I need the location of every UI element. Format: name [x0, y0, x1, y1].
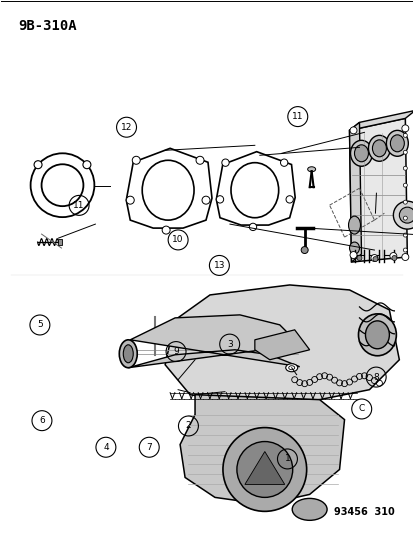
- Text: 6: 6: [39, 416, 45, 425]
- Polygon shape: [349, 110, 413, 131]
- Ellipse shape: [372, 140, 385, 157]
- Circle shape: [402, 216, 406, 220]
- Circle shape: [356, 255, 361, 261]
- Polygon shape: [349, 118, 406, 262]
- Ellipse shape: [349, 242, 358, 254]
- Circle shape: [402, 166, 406, 170]
- Circle shape: [402, 150, 406, 154]
- Ellipse shape: [307, 167, 315, 172]
- Circle shape: [300, 247, 307, 254]
- Ellipse shape: [285, 364, 297, 372]
- Circle shape: [196, 156, 204, 164]
- Circle shape: [236, 441, 292, 497]
- Circle shape: [401, 254, 408, 261]
- Ellipse shape: [365, 321, 389, 349]
- Text: 9: 9: [173, 347, 178, 356]
- Circle shape: [223, 427, 306, 511]
- Circle shape: [221, 159, 229, 166]
- Polygon shape: [180, 394, 344, 504]
- Text: 1: 1: [284, 455, 290, 463]
- Circle shape: [34, 161, 42, 168]
- Circle shape: [162, 226, 170, 234]
- Text: 4: 4: [103, 443, 109, 452]
- Text: 5: 5: [37, 320, 43, 329]
- Circle shape: [392, 201, 413, 229]
- Text: 9B-310A: 9B-310A: [19, 19, 77, 33]
- Circle shape: [126, 196, 134, 204]
- Polygon shape: [244, 451, 284, 484]
- Ellipse shape: [368, 135, 389, 161]
- Ellipse shape: [350, 140, 372, 166]
- Ellipse shape: [119, 340, 137, 368]
- Polygon shape: [254, 330, 309, 360]
- Circle shape: [402, 200, 406, 204]
- Ellipse shape: [292, 498, 326, 520]
- Circle shape: [285, 196, 293, 203]
- Text: 11: 11: [291, 112, 303, 121]
- Circle shape: [389, 253, 396, 260]
- Ellipse shape: [385, 131, 407, 156]
- Polygon shape: [128, 315, 299, 368]
- Ellipse shape: [354, 145, 368, 162]
- Circle shape: [202, 196, 209, 204]
- Text: 8: 8: [373, 373, 378, 382]
- Ellipse shape: [123, 345, 133, 363]
- Circle shape: [402, 183, 406, 187]
- Ellipse shape: [348, 216, 360, 234]
- Text: 11: 11: [73, 201, 85, 210]
- Circle shape: [399, 207, 413, 223]
- Polygon shape: [349, 123, 361, 262]
- Polygon shape: [165, 285, 399, 405]
- Ellipse shape: [389, 135, 404, 152]
- Circle shape: [401, 125, 408, 132]
- Circle shape: [391, 255, 396, 261]
- Circle shape: [402, 248, 406, 252]
- Text: 93456  310: 93456 310: [333, 507, 394, 518]
- Circle shape: [83, 161, 91, 168]
- Circle shape: [280, 159, 287, 166]
- Text: 3: 3: [226, 340, 232, 349]
- Circle shape: [370, 255, 377, 262]
- Circle shape: [402, 133, 406, 138]
- Circle shape: [132, 156, 140, 164]
- Text: 13: 13: [213, 261, 225, 270]
- Circle shape: [349, 252, 356, 259]
- Ellipse shape: [358, 314, 395, 356]
- Circle shape: [349, 127, 356, 134]
- Circle shape: [372, 256, 377, 262]
- Text: 10: 10: [172, 236, 183, 245]
- Text: C: C: [358, 405, 364, 414]
- Text: 12: 12: [121, 123, 132, 132]
- Text: 7: 7: [146, 443, 152, 452]
- Circle shape: [402, 233, 406, 237]
- Text: 2: 2: [185, 422, 191, 431]
- Bar: [57, 239, 62, 245]
- Circle shape: [249, 223, 256, 231]
- Circle shape: [216, 196, 223, 203]
